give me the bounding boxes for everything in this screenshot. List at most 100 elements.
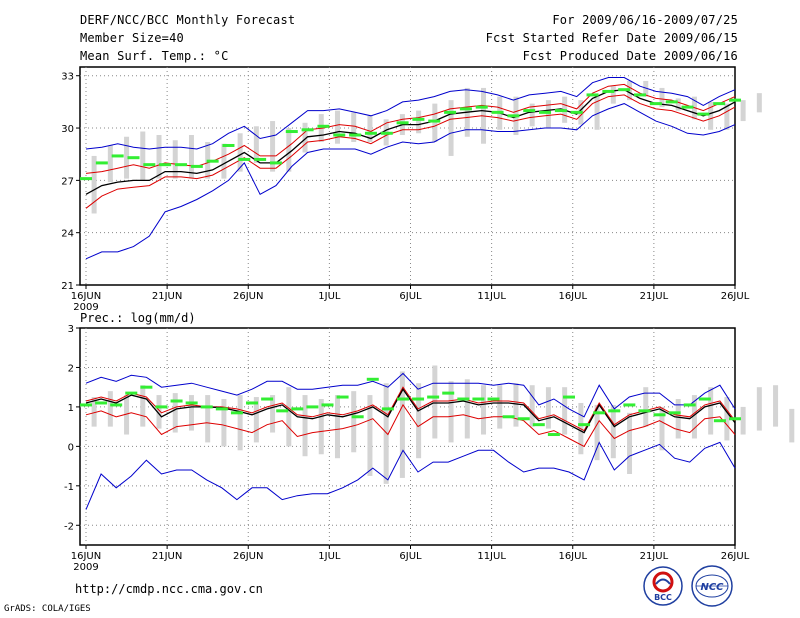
year-label: 2009	[73, 562, 98, 573]
range-box	[221, 143, 227, 179]
range-box	[286, 387, 292, 447]
range-box	[253, 126, 259, 163]
x-tick-label: 26JUL	[721, 551, 750, 562]
range-box	[237, 395, 243, 451]
range-box	[740, 406, 746, 435]
range-box	[481, 385, 487, 435]
precip-panel-title: Prec.: log(mm/d)	[80, 311, 196, 325]
y-tick-label: 0	[68, 442, 74, 453]
x-tick-label: 21JUL	[640, 551, 669, 562]
range-box	[594, 404, 600, 461]
y-tick-label: 27	[61, 176, 74, 187]
ncc-logo-text: NCC	[700, 582, 724, 593]
range-box	[172, 393, 178, 433]
range-box	[545, 387, 551, 429]
range-box	[756, 93, 762, 113]
bcc-logo: BCC	[643, 566, 683, 606]
x-tick-label: 16JUL	[558, 291, 587, 302]
range-box	[302, 122, 308, 153]
range-box	[529, 103, 535, 127]
range-box	[513, 383, 519, 427]
x-tick-label: 1JUL	[318, 551, 341, 562]
x-tick-label: 26JUN	[233, 291, 263, 302]
range-box	[432, 103, 438, 142]
x-tick-label: 16JUN	[71, 551, 101, 562]
y-tick-label: 33	[61, 72, 74, 83]
range-box	[724, 103, 730, 130]
x-tick-label: 6JUL	[399, 291, 422, 302]
range-box	[188, 395, 194, 431]
series-line-ensemble-mean	[85, 89, 736, 195]
range-box	[724, 397, 730, 441]
y-tick-label: -2	[64, 521, 74, 532]
range-box	[172, 140, 178, 179]
range-box	[383, 383, 389, 484]
series-line-upper-blue	[85, 77, 736, 150]
y-tick-label: 21	[61, 281, 74, 292]
range-box	[91, 397, 97, 427]
series-line-upper-red	[85, 386, 736, 432]
range-box	[448, 381, 454, 443]
range-box	[659, 87, 665, 108]
range-box	[562, 387, 568, 435]
range-box	[594, 94, 600, 130]
range-box	[740, 100, 746, 122]
range-box	[367, 115, 373, 142]
member-size-label: Member Size=40	[80, 31, 184, 45]
y-tick-label: 2	[68, 363, 74, 374]
series-line-lower-blue	[85, 441, 736, 510]
range-box	[221, 399, 227, 447]
range-box	[156, 135, 162, 179]
range-box	[756, 387, 762, 431]
range-box	[643, 80, 649, 97]
range-box	[188, 135, 194, 179]
y-tick-label: 1	[68, 403, 74, 414]
range-box	[448, 100, 454, 156]
x-tick-label: 11JUL	[477, 291, 506, 302]
x-tick-label: 16JUL	[558, 551, 587, 562]
x-tick-label: 21JUL	[640, 291, 669, 302]
range-box	[627, 412, 633, 474]
y-tick-label: 30	[61, 124, 74, 135]
chart-title: DERF/NCC/BCC Monthly Forecast	[80, 13, 296, 27]
range-box	[107, 145, 113, 183]
plot-frame	[79, 327, 736, 546]
forecast-produced-date: Fcst Produced Date 2009/06/16	[522, 49, 738, 63]
range-box	[416, 383, 422, 459]
variable-label: Mean Surf. Temp.: °C	[80, 49, 229, 63]
bcc-logo-text: BCC	[654, 593, 672, 602]
range-box	[318, 399, 324, 455]
range-box	[643, 387, 649, 427]
range-box	[237, 133, 243, 172]
range-box	[789, 408, 795, 443]
x-tick-label: 6JUL	[399, 551, 422, 562]
x-tick-label: 21JUN	[152, 551, 182, 562]
series-line-lower-red	[85, 403, 736, 448]
x-tick-label: 11JUL	[477, 551, 506, 562]
range-box	[140, 131, 146, 181]
range-box	[367, 395, 373, 476]
x-tick-label: 1JUL	[318, 291, 341, 302]
x-tick-label: 26JUL	[721, 291, 750, 302]
range-box	[545, 100, 551, 129]
x-tick-label: 16JUN	[71, 291, 101, 302]
range-box	[302, 395, 308, 457]
y-tick-label: 3	[68, 324, 74, 335]
range-box	[610, 86, 616, 104]
footer-url[interactable]: http://cmdp.ncc.cma.gov.cn	[75, 582, 263, 596]
series-line-lower-blue	[85, 103, 736, 260]
year-label: 2009	[73, 302, 98, 313]
range-box	[691, 395, 697, 439]
range-box	[464, 379, 470, 439]
series-line-lower-red	[85, 94, 736, 209]
range-box	[253, 397, 259, 443]
range-box	[675, 399, 681, 439]
precipitation-panel: -2 -1 0 1 2 3 16JUN 21JUN 26JUN 1JUL 6JUL 11JUL 16JU…	[64, 324, 795, 573]
grads-credit: GrADS: COLA/IGES	[4, 604, 91, 614]
range-box	[497, 385, 503, 429]
range-box	[205, 395, 211, 443]
range-box	[675, 98, 681, 111]
y-tick-label: 24	[61, 229, 74, 240]
range-box	[124, 136, 130, 179]
range-box	[708, 101, 714, 130]
